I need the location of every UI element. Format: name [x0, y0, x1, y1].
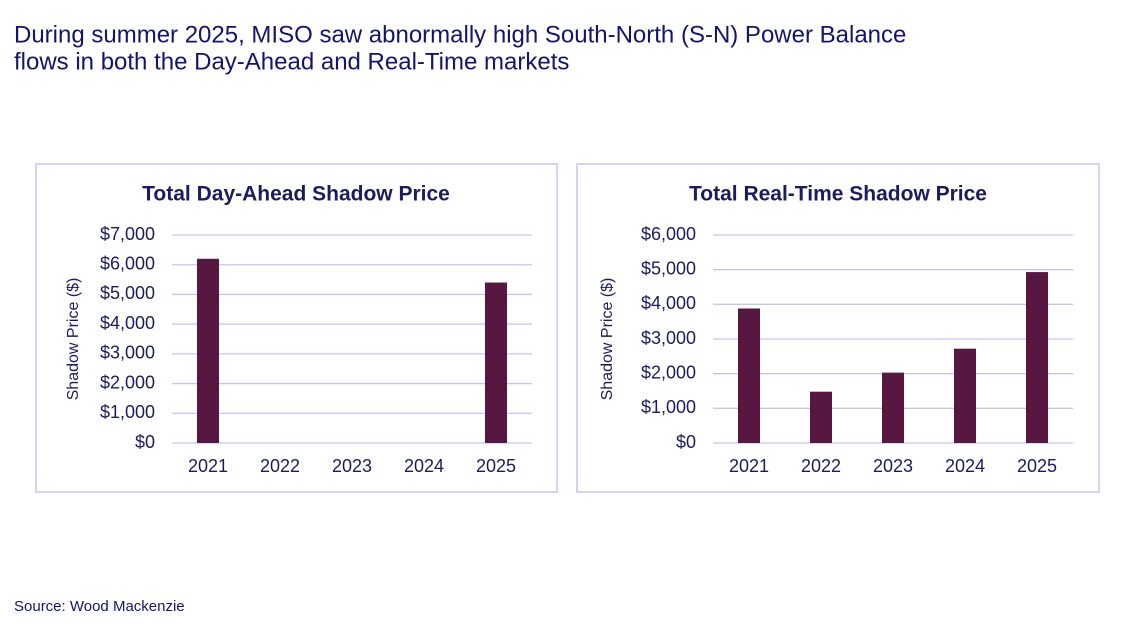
x-tick-label: 2022 — [801, 456, 841, 476]
y-tick-label: $2,000 — [100, 372, 155, 392]
bar — [485, 282, 507, 443]
y-tick-label: $2,000 — [641, 362, 696, 382]
y-axis-title: Shadow Price ($) — [599, 278, 616, 401]
y-tick-label: $1,000 — [641, 397, 696, 417]
y-tick-label: $6,000 — [100, 253, 155, 273]
y-tick-label: $7,000 — [100, 224, 155, 244]
y-tick-label: $4,000 — [100, 313, 155, 333]
y-tick-label: $5,000 — [641, 258, 696, 278]
x-tick-label: 2025 — [476, 456, 516, 476]
headline: flows in both the Day-Ahead and Real-Tim… — [14, 48, 569, 75]
y-tick-label: $6,000 — [641, 224, 696, 244]
x-tick-label: 2023 — [332, 456, 372, 476]
x-tick-label: 2024 — [404, 456, 444, 476]
chart-frame — [35, 163, 558, 493]
y-tick-label: $3,000 — [641, 328, 696, 348]
x-tick-label: 2021 — [188, 456, 228, 476]
bar — [954, 348, 976, 443]
source: Source: Wood Mackenzie — [14, 598, 185, 615]
headline: During summer 2025, MISO saw abnormally … — [14, 21, 906, 48]
x-tick-label: 2024 — [945, 456, 985, 476]
bar — [738, 308, 760, 443]
bar — [810, 391, 832, 443]
chart-title: Total Day-Ahead Shadow Price — [142, 183, 450, 206]
bar — [882, 372, 904, 443]
y-tick-label: $3,000 — [100, 343, 155, 363]
bar — [197, 258, 219, 443]
chart-title: Total Real-Time Shadow Price — [689, 183, 987, 206]
y-tick-label: $0 — [676, 432, 696, 452]
chart-frame — [576, 163, 1100, 493]
y-axis-title: Shadow Price ($) — [65, 278, 82, 401]
bar — [1026, 272, 1048, 443]
y-tick-label: $4,000 — [641, 293, 696, 313]
y-tick-label: $0 — [135, 432, 155, 452]
x-tick-label: 2021 — [729, 456, 769, 476]
y-tick-label: $5,000 — [100, 283, 155, 303]
x-tick-label: 2023 — [873, 456, 913, 476]
y-tick-label: $1,000 — [100, 402, 155, 422]
x-tick-label: 2025 — [1017, 456, 1057, 476]
x-tick-label: 2022 — [260, 456, 300, 476]
